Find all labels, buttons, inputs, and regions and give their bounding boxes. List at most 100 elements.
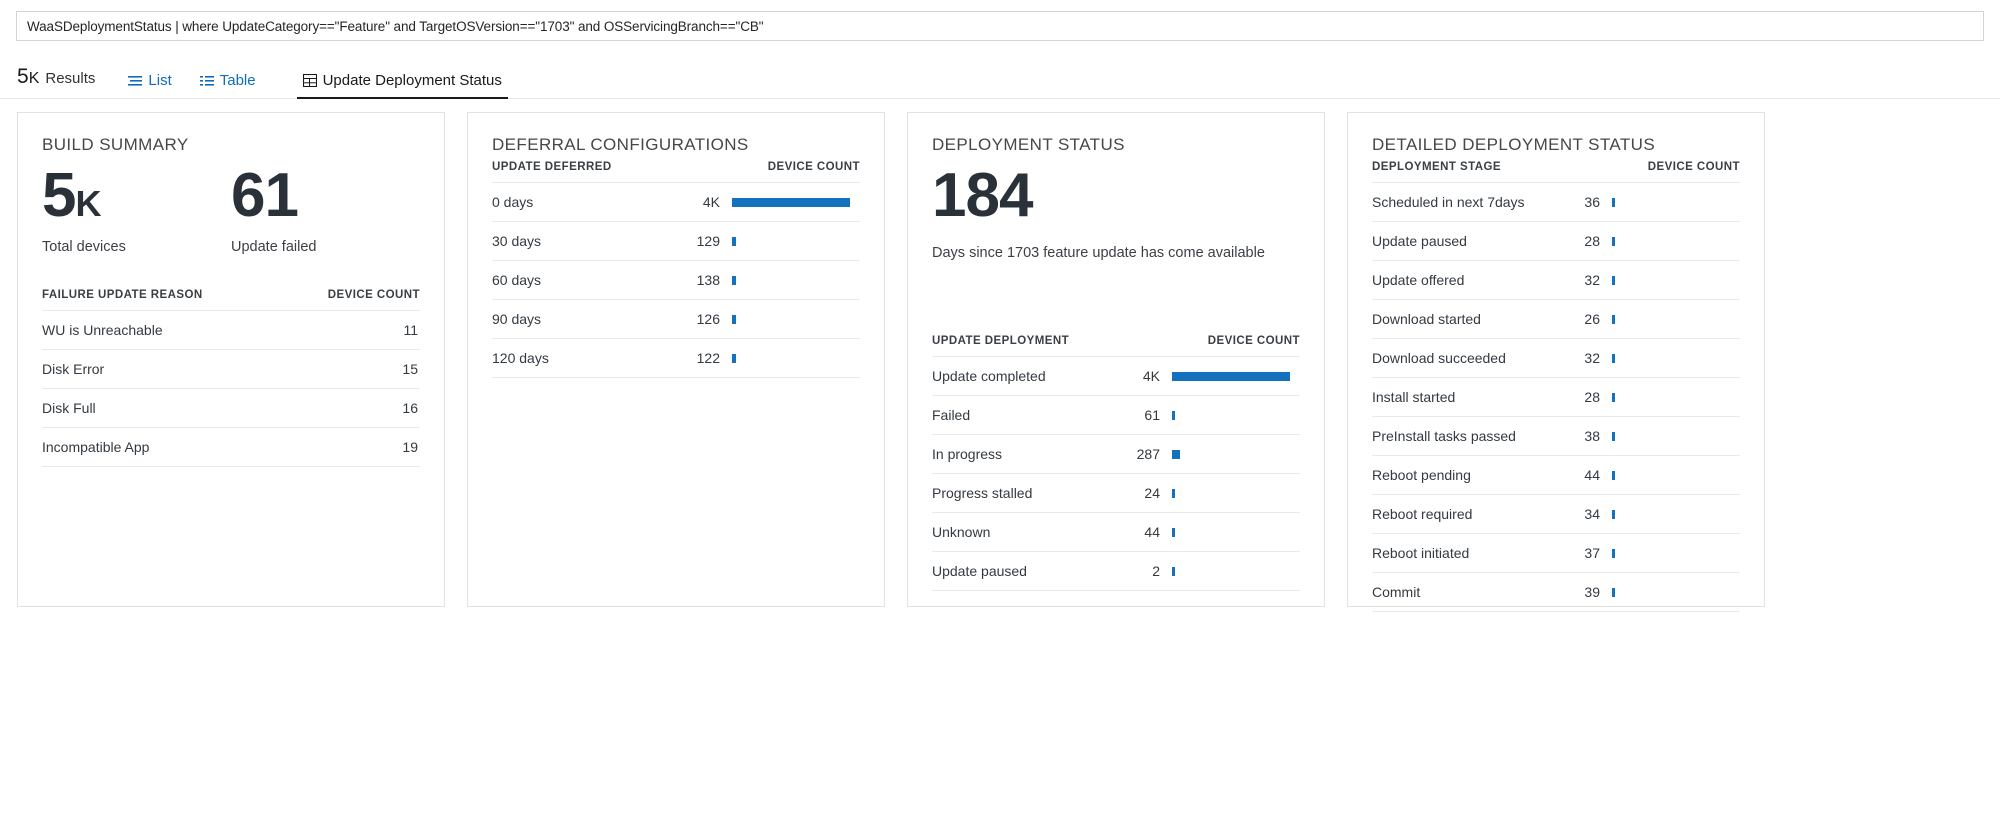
table-row[interactable]: Reboot required 34 (1372, 494, 1740, 534)
table-row[interactable]: Reboot pending 44 (1372, 455, 1740, 495)
table-header-row: DEPLOYMENT STAGE DEVICE COUNT (1372, 161, 1740, 183)
metric-update-failed-caption: Update failed (231, 239, 317, 255)
table-row[interactable]: Update paused 28 (1372, 221, 1740, 261)
row-bar-track (732, 236, 860, 246)
row-count: 61 (1124, 395, 1168, 435)
row-bar-cell (1608, 182, 1740, 222)
row-label: Reboot initiated (1372, 533, 1577, 573)
table-row[interactable]: Commit 39 (1372, 572, 1740, 612)
table-row[interactable]: Update completed 4K (932, 356, 1300, 396)
table-row[interactable]: Reboot initiated 37 (1372, 533, 1740, 573)
column-deployment-stage: DEPLOYMENT STAGE (1372, 161, 1502, 173)
table-row[interactable]: Download succeeded 32 (1372, 338, 1740, 378)
row-bar (1612, 509, 1615, 519)
row-label: Download succeeded (1372, 338, 1577, 378)
table-row[interactable]: Unknown 44 (932, 512, 1300, 552)
row-bar-cell (1168, 356, 1300, 396)
row-bar (1612, 431, 1615, 441)
row-label: Unknown (932, 512, 1125, 552)
row-bar (1612, 314, 1615, 324)
row-bar-track (732, 353, 860, 363)
table-row[interactable]: 120 days 122 (492, 338, 860, 378)
row-count: 32 (1576, 338, 1608, 378)
row-bar-track (1612, 197, 1740, 207)
column-device-count: DEVICE COUNT (767, 161, 860, 173)
table-row[interactable]: WU is Unreachable 11 (42, 310, 420, 350)
row-bar (1172, 410, 1175, 420)
row-label: 0 days (492, 182, 679, 222)
metric-days-since-update-value: 184 (932, 161, 1033, 230)
row-label: 120 days (492, 338, 679, 378)
row-label: 60 days (492, 260, 679, 300)
view-tabstrip: 5K Results List Table (0, 59, 2000, 99)
row-bar (1612, 353, 1615, 363)
row-label: Update offered (1372, 260, 1577, 300)
table-row[interactable]: Update paused 2 (932, 551, 1300, 591)
row-count: 44 (1576, 455, 1608, 495)
row-count: 129 (678, 221, 728, 261)
table-header: DEPLOYMENT STAGE DEVICE COUNT (1372, 161, 1740, 183)
table-header: UPDATE DEPLOYMENT DEVICE COUNT (932, 335, 1300, 357)
query-text: WaaSDeploymentStatus | where UpdateCateg… (27, 18, 764, 34)
tab-update-deployment-status[interactable]: Update Deployment Status (296, 72, 509, 99)
row-bar-cell (1168, 512, 1300, 552)
row-bar-track (1172, 566, 1300, 576)
tab-update-deployment-status-label: Update Deployment Status (322, 72, 502, 89)
table-row[interactable]: 30 days 129 (492, 221, 860, 261)
table-row[interactable]: Scheduled in next 7days 36 (1372, 182, 1740, 222)
row-bar-track (1172, 449, 1300, 459)
results-label: Results (45, 70, 96, 87)
table-row[interactable]: Incompatible App 19 (42, 427, 420, 467)
table-row[interactable]: Progress stalled 24 (932, 473, 1300, 513)
row-bar-cell (1608, 455, 1740, 495)
table-deferral-configurations: UPDATE DEFERRED DEVICE COUNT 0 days 4K 30 … (492, 161, 860, 378)
table-row[interactable]: Install started 28 (1372, 377, 1740, 417)
row-label: Update paused (932, 551, 1125, 591)
query-input[interactable]: WaaSDeploymentStatus | where UpdateCateg… (16, 11, 1984, 41)
row-bar-cell (728, 338, 860, 378)
card-title-deployment-status: DEPLOYMENT STATUS (932, 135, 1125, 154)
table-header: FAILURE UPDATE REASON DEVICE COUNT (42, 289, 420, 311)
column-update-deferred: UPDATE DEFERRED (492, 161, 612, 173)
list-icon (128, 75, 143, 87)
row-bar (1172, 449, 1180, 459)
row-label: Scheduled in next 7days (1372, 182, 1577, 222)
row-bar-track (1612, 431, 1740, 441)
table-row[interactable]: Disk Error 15 (42, 349, 420, 389)
table-row[interactable]: Disk Full 16 (42, 388, 420, 428)
dashboard-cards: BUILD SUMMARY 5K Total devices 61 Update… (0, 99, 2000, 612)
table-row[interactable]: 90 days 126 (492, 299, 860, 339)
row-count: 126 (678, 299, 728, 339)
row-count: 38 (1576, 416, 1608, 456)
table-row[interactable]: In progress 287 (932, 434, 1300, 474)
row-bar (732, 236, 736, 246)
table-row[interactable]: Download started 26 (1372, 299, 1740, 339)
row-bar (1612, 470, 1615, 480)
row-bar-cell (1608, 416, 1740, 456)
table-row[interactable]: Update offered 32 (1372, 260, 1740, 300)
tab-list[interactable]: List (119, 72, 180, 98)
row-count: 122 (678, 338, 728, 378)
table-row[interactable]: Failed 61 (932, 395, 1300, 435)
column-update-deployment: UPDATE DEPLOYMENT (932, 335, 1070, 347)
row-bar (1612, 275, 1615, 285)
row-bar-track (1612, 509, 1740, 519)
table-row[interactable]: PreInstall tasks passed 38 (1372, 416, 1740, 456)
row-bar (1612, 587, 1615, 597)
card-detailed-deployment-status: DETAILED DEPLOYMENT STATUS DEPLOYMENT ST… (1347, 112, 1765, 612)
row-label: Reboot required (1372, 494, 1577, 534)
row-bar-cell (1608, 533, 1740, 573)
tab-table[interactable]: Table (191, 72, 265, 98)
row-label: Install started (1372, 377, 1577, 417)
table-row[interactable]: 60 days 138 (492, 260, 860, 300)
column-failure-update-reason: FAILURE UPDATE REASON (42, 289, 203, 301)
row-bar-cell (1168, 551, 1300, 591)
column-device-count: DEVICE COUNT (1647, 161, 1740, 173)
build-summary-rows: WU is Unreachable 11 Disk Error 15 Disk Full… (42, 310, 420, 467)
table-row[interactable]: 0 days 4K (492, 182, 860, 222)
row-count: 39 (1576, 572, 1608, 612)
row-count: 36 (1576, 182, 1608, 222)
row-count: 44 (1124, 512, 1168, 552)
row-count: 28 (1576, 221, 1608, 261)
card-title-build-summary: BUILD SUMMARY (42, 135, 189, 154)
